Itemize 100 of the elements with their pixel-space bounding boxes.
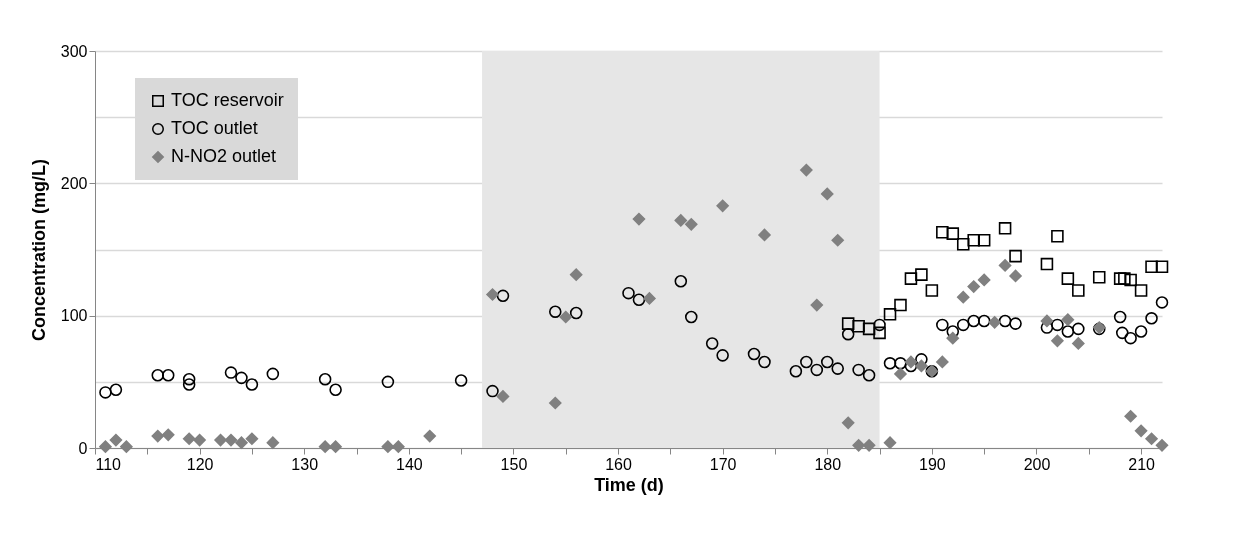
point <box>841 416 855 430</box>
point <box>946 331 960 345</box>
point <box>549 396 562 410</box>
point <box>977 314 991 328</box>
y-tick-label: 0 <box>78 439 88 457</box>
point <box>747 347 761 361</box>
point <box>151 368 165 382</box>
point <box>883 436 897 449</box>
y-axis-title: Concentration (mg/L) <box>28 159 49 341</box>
point <box>318 372 332 386</box>
point <box>831 362 844 375</box>
point <box>224 366 238 379</box>
point <box>705 337 719 350</box>
point <box>998 222 1012 235</box>
point <box>820 355 834 369</box>
point <box>454 374 468 387</box>
point <box>904 355 918 369</box>
point <box>235 436 248 449</box>
point <box>998 259 1012 272</box>
point <box>936 226 949 239</box>
point <box>1051 334 1064 348</box>
point <box>632 293 646 307</box>
point <box>977 233 991 247</box>
point <box>1061 313 1075 326</box>
point <box>1134 424 1148 438</box>
point <box>967 280 980 293</box>
point <box>758 355 771 369</box>
point <box>716 199 729 213</box>
point <box>946 227 960 240</box>
point <box>569 268 583 281</box>
point <box>894 367 907 381</box>
point <box>214 433 227 447</box>
point <box>381 440 395 453</box>
point <box>109 383 123 397</box>
point <box>622 286 635 300</box>
legend-label: TOC outlet <box>171 118 258 138</box>
x-tick-label: 120 <box>186 455 214 473</box>
point <box>862 439 876 452</box>
point <box>423 429 437 443</box>
point <box>318 440 332 453</box>
point <box>496 289 510 303</box>
point <box>182 432 196 446</box>
point <box>1145 432 1158 446</box>
x-tick-label: 160 <box>605 455 632 473</box>
point <box>151 429 165 443</box>
x-axis-title: Time (d) <box>594 474 664 495</box>
point <box>266 436 280 449</box>
point <box>820 187 834 201</box>
point <box>758 228 771 242</box>
point <box>1040 314 1054 328</box>
point <box>1115 326 1129 340</box>
x-tick-label: 210 <box>1128 455 1156 473</box>
point <box>936 355 949 369</box>
point <box>862 368 876 382</box>
point <box>1155 439 1169 452</box>
point <box>862 322 876 336</box>
point <box>1145 260 1158 273</box>
x-tick-label: 170 <box>709 455 737 473</box>
point <box>852 363 865 377</box>
point <box>904 272 918 285</box>
point <box>1009 269 1022 283</box>
point <box>894 298 907 312</box>
point <box>549 305 562 318</box>
point <box>800 355 813 369</box>
point <box>1009 249 1022 263</box>
point <box>1051 229 1064 243</box>
x-tick-label: 190 <box>919 455 946 473</box>
point <box>873 318 886 332</box>
point <box>789 364 803 378</box>
point <box>1113 310 1127 324</box>
point <box>1155 296 1169 309</box>
point <box>1072 322 1085 336</box>
point <box>392 440 405 453</box>
point <box>852 439 865 452</box>
point <box>632 212 646 226</box>
point <box>496 390 510 403</box>
point <box>559 310 573 324</box>
point <box>684 310 698 324</box>
legend-label: TOC reservoir <box>171 90 284 110</box>
x-tick-label: 140 <box>395 455 423 473</box>
point <box>193 433 206 447</box>
point <box>329 440 342 453</box>
y-tick-label: 100 <box>60 307 88 325</box>
point <box>1124 273 1137 287</box>
point <box>486 288 499 301</box>
point <box>883 308 897 321</box>
point <box>956 318 970 332</box>
point <box>99 440 112 453</box>
x-tick-label: 110 <box>95 455 122 473</box>
point <box>182 372 196 386</box>
point <box>161 368 175 382</box>
y-tick-label: 200 <box>60 174 88 192</box>
point <box>266 367 280 381</box>
point <box>988 316 1001 329</box>
point <box>967 314 980 328</box>
point <box>1061 325 1075 338</box>
point <box>674 274 688 288</box>
point <box>1040 257 1054 271</box>
point <box>915 359 928 373</box>
point <box>841 317 855 330</box>
